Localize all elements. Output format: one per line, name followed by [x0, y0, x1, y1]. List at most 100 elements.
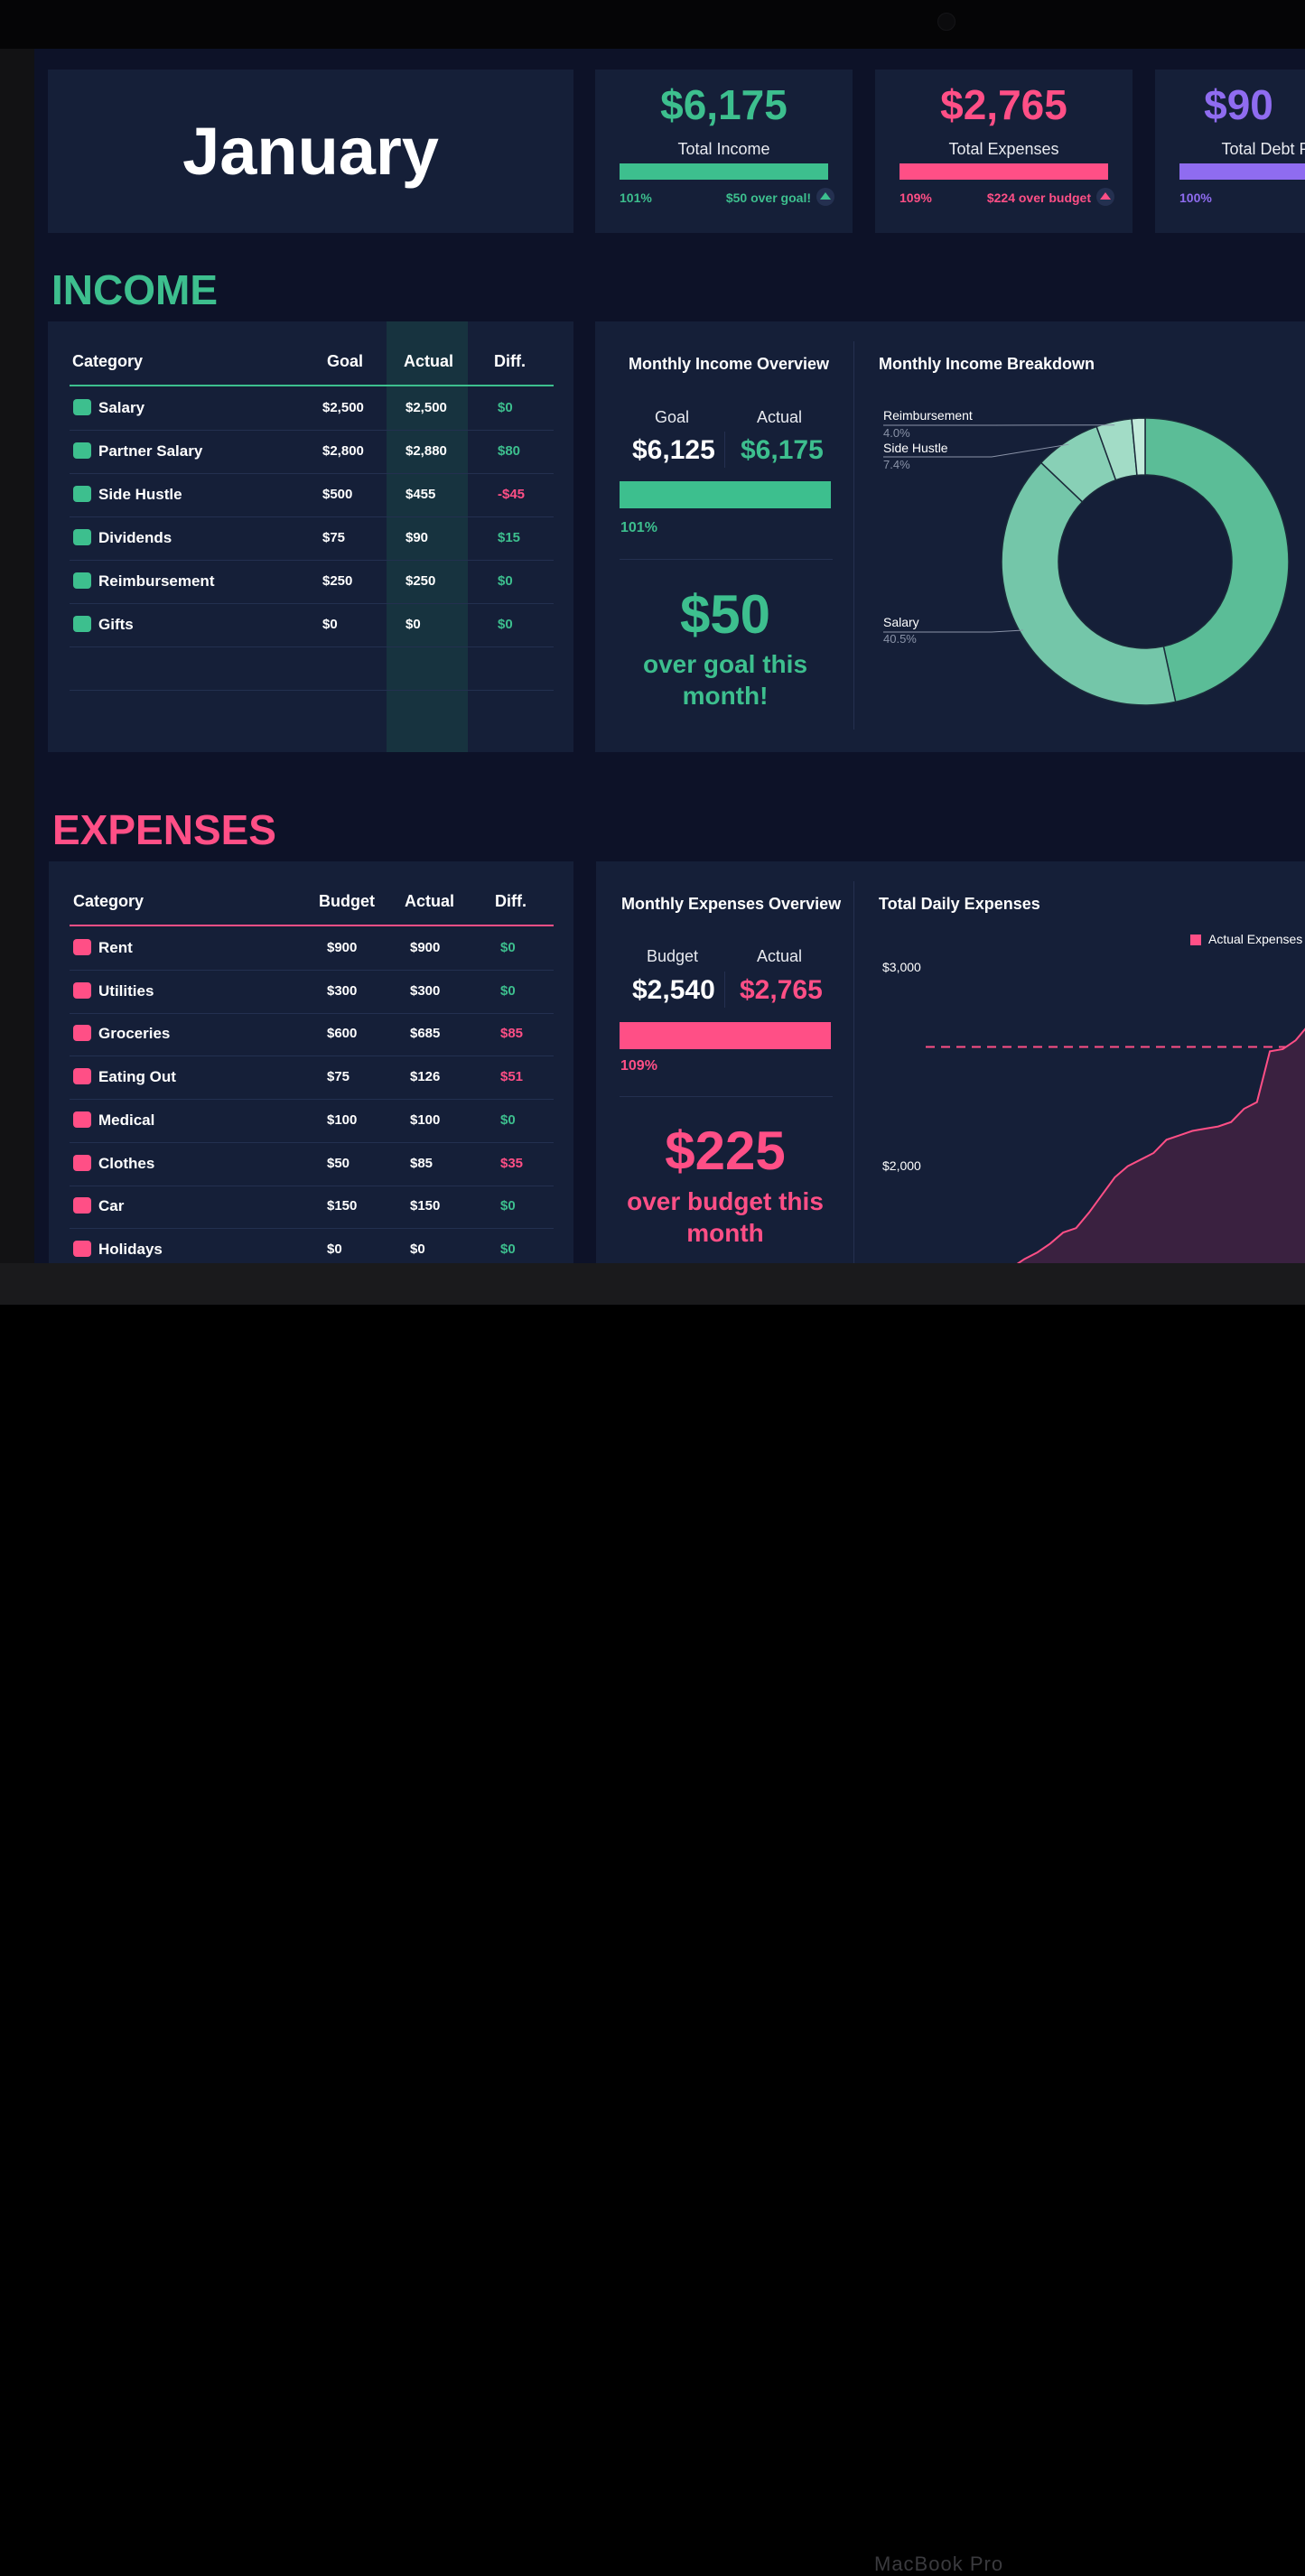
- arrow-up-icon: [1096, 188, 1114, 206]
- actual-cell: $85: [410, 1142, 433, 1186]
- budget-cell: $75: [327, 1056, 350, 1099]
- budget-cell: $100: [327, 1099, 357, 1142]
- goal-cell: $500: [322, 473, 352, 516]
- laptop-icon: [73, 486, 91, 502]
- donut-slice-salary: [1002, 462, 1176, 705]
- actual-cell: $90: [405, 516, 428, 560]
- category-name: Car: [98, 1185, 124, 1228]
- heart-icon: [73, 1111, 91, 1128]
- actual-cell: $900: [410, 926, 440, 970]
- diff-cell: $0: [500, 1185, 516, 1228]
- table-row: Reimbursement$250$250$0: [70, 560, 554, 604]
- donut-pct-side-hustle: 7.4%: [883, 458, 910, 471]
- table-row: Salary$2,500$2,500$0: [70, 386, 554, 431]
- actual-cell: $150: [410, 1185, 440, 1228]
- kpi-card-expenses: $2,765 Total Expenses 109% $224 over bud…: [875, 70, 1133, 233]
- kpi-value: $2,765: [875, 80, 1133, 129]
- drops-icon: [73, 982, 91, 999]
- empty-table-row: [70, 646, 554, 691]
- donut-label-side-hustle: Side Hustle: [883, 441, 948, 455]
- table-row: Groceries $600 $685 $85: [70, 1012, 554, 1056]
- goal-cell: $250: [322, 560, 352, 603]
- diff-cell: $0: [500, 1099, 516, 1142]
- table-row: Dividends $75 $90 $15: [70, 516, 554, 561]
- income-header-category: Category: [72, 352, 143, 371]
- diff-cell: $80: [498, 430, 520, 473]
- area-fill: [1011, 1025, 1305, 1263]
- expenses-header-actual: Actual: [405, 892, 454, 911]
- kpi-progress-bar: [900, 163, 1108, 180]
- actual-cell: $0: [405, 603, 421, 646]
- income-header-actual: Actual: [404, 352, 453, 371]
- kpi-progress-bar: [620, 163, 828, 180]
- laptop-label: MacBook Pro: [874, 2553, 1003, 2576]
- diff-cell: $0: [500, 970, 516, 1013]
- category-name: Reimbursement: [98, 560, 214, 603]
- goal-cell: $2,500: [322, 386, 364, 430]
- beach-icon: [73, 1241, 91, 1257]
- goal-cell: $0: [322, 603, 338, 646]
- donut-label-reimbursement: Reimbursement: [883, 408, 973, 423]
- diff-cell: $0: [500, 1228, 516, 1263]
- kpi-value: $90: [1110, 80, 1305, 129]
- category-name: Dividends: [98, 516, 172, 560]
- expenses-section-title: EXPENSES: [52, 805, 276, 854]
- donut-pct-salary: 40.5%: [883, 632, 917, 646]
- kpi-percent: 101%: [620, 191, 652, 205]
- car-icon: [73, 1197, 91, 1214]
- budget-cell: $150: [327, 1185, 357, 1228]
- category-name: Rent: [98, 926, 133, 970]
- kpi-percent: 109%: [900, 191, 932, 205]
- category-name: Medical: [98, 1099, 154, 1142]
- diff-cell: $15: [498, 516, 520, 560]
- laptop-bezel-top: [0, 0, 1305, 49]
- donut-pct-reimbursement: 4.0%: [883, 426, 910, 440]
- donut-label-salary: Salary: [883, 615, 919, 629]
- category-name: Holidays: [98, 1228, 163, 1263]
- actual-cell: $685: [410, 1012, 440, 1056]
- income-charts-panel: Monthly Income Overview Goal Actual $6,1…: [595, 321, 1305, 752]
- budget-cell: $0: [327, 1228, 342, 1263]
- gift-icon: [73, 616, 91, 632]
- table-row: Eating Out$75$126$51: [70, 1056, 554, 1100]
- category-name: Groceries: [98, 1012, 170, 1056]
- goal-cell: $75: [322, 516, 345, 560]
- income-section-title: INCOME: [51, 265, 218, 314]
- income-donut-chart: [595, 321, 1305, 752]
- kpi-note: $224 over budget: [987, 191, 1091, 205]
- category-name: Side Hustle: [98, 473, 182, 516]
- kpi-card-income: $6,175 Total Income 101% $50 over goal!: [595, 70, 853, 233]
- kpi-percent: 100%: [1179, 191, 1212, 205]
- diff-cell: -$45: [498, 473, 525, 516]
- budget-cell: $600: [327, 1012, 357, 1056]
- diff-cell: $0: [500, 926, 516, 970]
- laptop-bezel-bottom: MacBook Pro: [0, 1263, 1305, 1305]
- expenses-header-budget: Budget: [319, 892, 375, 911]
- month-panel: January: [48, 70, 573, 233]
- kpi-progress-bar: [1179, 163, 1305, 180]
- table-row: Side Hustle $500 $455 -$45: [70, 473, 554, 517]
- shirt-icon: [73, 1155, 91, 1171]
- laptop-bezel-left: [0, 49, 34, 1263]
- diff-cell: $85: [500, 1012, 523, 1056]
- kpi-label: Total Expenses: [875, 140, 1133, 159]
- cash-icon: [73, 572, 91, 589]
- diff-cell: $51: [500, 1056, 523, 1099]
- table-row: Rent$900$900$0: [70, 926, 554, 971]
- kpi-note: $50 over goal!: [726, 191, 811, 205]
- category-name: Eating Out: [98, 1056, 176, 1099]
- actual-cell: $455: [405, 473, 435, 516]
- actual-cell: $2,500: [405, 386, 447, 430]
- wallet-plus-icon: [73, 442, 91, 459]
- income-table-panel: Category Goal Actual Diff. Salary$2,500$…: [48, 321, 573, 752]
- actual-cell: $0: [410, 1228, 425, 1263]
- kpi-value: $6,175: [595, 80, 853, 129]
- income-header-goal: Goal: [327, 352, 363, 371]
- expenses-charts-panel: Monthly Expenses Overview Budget Actual …: [596, 861, 1305, 1263]
- diff-cell: $0: [498, 560, 513, 603]
- table-row: Holidays $0 $0 $0: [70, 1228, 554, 1263]
- arrow-up-icon: [816, 188, 834, 206]
- wallet-icon: [73, 399, 91, 415]
- budget-cell: $50: [327, 1142, 350, 1186]
- table-row: Utilities$300$300$0: [70, 970, 554, 1014]
